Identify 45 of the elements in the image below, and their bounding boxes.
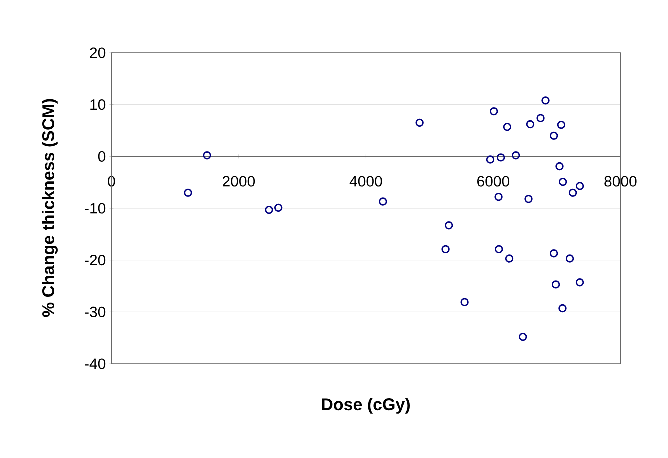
point bbox=[556, 162, 564, 171]
point bbox=[503, 123, 512, 132]
point bbox=[524, 195, 533, 204]
point bbox=[416, 118, 424, 128]
point bbox=[184, 188, 192, 198]
x-tick-label: 2000 bbox=[223, 176, 256, 187]
y-axis-title: % Change thickness (SCM) bbox=[42, 99, 58, 318]
x-tick-label: 4000 bbox=[350, 176, 382, 187]
point bbox=[542, 96, 550, 105]
point bbox=[568, 188, 578, 198]
point bbox=[526, 120, 535, 129]
y-tick-label: 20 bbox=[90, 48, 106, 58]
point bbox=[557, 120, 566, 130]
point bbox=[379, 198, 388, 206]
point bbox=[496, 154, 506, 162]
point bbox=[576, 278, 584, 287]
point bbox=[576, 182, 584, 190]
point bbox=[495, 245, 504, 254]
point bbox=[536, 114, 545, 122]
y-tick-label: 0 bbox=[98, 151, 106, 162]
point bbox=[486, 156, 495, 164]
point bbox=[203, 152, 212, 160]
x-tick-label: 6000 bbox=[478, 176, 510, 187]
point bbox=[265, 206, 274, 214]
point bbox=[505, 254, 514, 263]
y-tick-label: -30 bbox=[85, 306, 106, 318]
point bbox=[490, 107, 498, 116]
point bbox=[460, 298, 469, 306]
point bbox=[552, 280, 560, 289]
point bbox=[550, 249, 558, 258]
point bbox=[445, 222, 454, 230]
y-tick-label: -20 bbox=[85, 255, 106, 266]
y-tick-label: -10 bbox=[85, 203, 106, 214]
point bbox=[558, 304, 567, 313]
point bbox=[274, 204, 283, 212]
point bbox=[550, 132, 558, 140]
y-tick-label: 10 bbox=[90, 100, 106, 110]
point bbox=[494, 192, 503, 202]
point bbox=[566, 254, 574, 263]
point bbox=[512, 152, 520, 160]
point bbox=[558, 178, 568, 186]
x-axis-title: Dose (cGy) bbox=[322, 398, 410, 414]
point bbox=[519, 332, 528, 342]
y-tick-label: -40 bbox=[85, 358, 106, 370]
point bbox=[442, 245, 450, 254]
